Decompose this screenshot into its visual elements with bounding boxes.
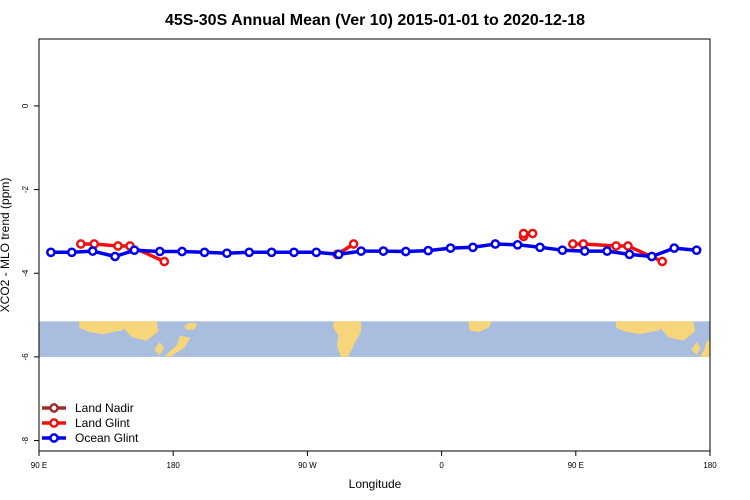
x-tick-label-0: 90 E bbox=[31, 461, 47, 470]
land-glint-point-1-1 bbox=[348, 239, 359, 249]
land-glint-point-0-0 bbox=[75, 239, 86, 249]
ocean-glint-point-0-12 bbox=[311, 247, 322, 258]
land-glint-point-3-2 bbox=[611, 241, 621, 251]
plot-frame bbox=[38, 38, 711, 452]
ocean-glint-point-0-19 bbox=[468, 242, 478, 253]
map-land-10 bbox=[699, 340, 710, 357]
ocean-glint-point-0-13 bbox=[333, 249, 344, 260]
ocean-glint-point-0-23 bbox=[557, 245, 568, 256]
legend-label-land-glint: Land Glint bbox=[75, 416, 130, 430]
ocean-glint-point-0-26 bbox=[624, 249, 635, 260]
land-glint-point-0-4 bbox=[159, 256, 170, 267]
ocean-glint-point-0-9 bbox=[244, 247, 255, 258]
map-land-0 bbox=[79, 321, 127, 335]
ocean-glint-point-0-24 bbox=[579, 246, 590, 256]
ocean-glint-point-0-21 bbox=[512, 239, 523, 250]
y-tick-label-0: 0 bbox=[21, 103, 30, 108]
x-tick-label-5: 180 bbox=[703, 461, 717, 470]
ocean-glint-point-0-5 bbox=[154, 246, 165, 257]
legend-marker-ocean-glint bbox=[49, 433, 59, 443]
ocean-glint-point-0-15 bbox=[378, 246, 389, 256]
ocean-glint-point-0-29 bbox=[691, 245, 702, 256]
x-tick-label-1: 180 bbox=[167, 461, 181, 470]
map-land-5 bbox=[332, 321, 362, 357]
ocean-glint-point-0-11 bbox=[289, 247, 299, 258]
x-axis: 90 E 180 90 W 0 90 E 180 bbox=[31, 451, 717, 470]
legend-label-ocean-glint: Ocean Glint bbox=[75, 431, 139, 445]
land-glint-point-2-2 bbox=[527, 228, 538, 239]
map-land-1 bbox=[119, 321, 159, 341]
x-tick-label-4: 90 E bbox=[568, 461, 584, 470]
y-axis-title: XCO2 - MLO trend (ppm) bbox=[0, 178, 12, 313]
y-tick-label-2: -4 bbox=[21, 269, 30, 277]
ocean-glint-point-0-3 bbox=[110, 251, 120, 262]
ocean-glint-point-0-27 bbox=[646, 251, 657, 262]
ocean-glint-point-0-25 bbox=[602, 246, 612, 256]
ocean-glint-point-0-17 bbox=[423, 245, 434, 256]
ocean-glint-point-0-28 bbox=[669, 243, 680, 253]
y-axis: 0 -2 -4 -6 -8 bbox=[21, 103, 39, 444]
land-glint-point-0-2 bbox=[113, 241, 123, 251]
y-tick-label-4: -8 bbox=[21, 436, 30, 444]
ocean-glint-point-0-4 bbox=[129, 245, 140, 256]
map-strip bbox=[39, 321, 710, 357]
map-land-2 bbox=[154, 342, 164, 356]
legend-label-land-nadir: Land Nadir bbox=[75, 401, 134, 415]
x-axis-title: Longitude bbox=[349, 477, 402, 491]
plot-marks bbox=[46, 228, 702, 267]
ocean-glint-point-0-8 bbox=[222, 248, 232, 259]
chart-title: 45S-30S Annual Mean (Ver 10) 2015-01-01 … bbox=[165, 12, 585, 29]
ocean-glint-point-0-20 bbox=[490, 239, 501, 249]
land-glint-point-2-1 bbox=[518, 228, 529, 239]
ocean-glint-point-0-2 bbox=[87, 246, 98, 256]
ocean-glint-point-0-18 bbox=[445, 243, 456, 253]
land-glint-point-3-0 bbox=[567, 239, 578, 249]
map-land-4 bbox=[165, 335, 191, 357]
land-glint-point-3-4 bbox=[657, 256, 668, 267]
map-land-6 bbox=[468, 321, 492, 332]
legend-marker-land-nadir bbox=[49, 403, 59, 413]
ocean-glint-point-0-1 bbox=[66, 247, 77, 258]
ocean-glint-point-0-0 bbox=[46, 247, 56, 258]
y-tick-label-3: -6 bbox=[21, 353, 30, 361]
ocean-glint-point-0-6 bbox=[177, 246, 187, 257]
map-land-7 bbox=[616, 321, 663, 335]
x-tick-label-3: 0 bbox=[439, 461, 444, 470]
y-tick-label-1: -2 bbox=[21, 185, 30, 193]
ocean-glint-point-0-14 bbox=[356, 246, 366, 256]
x-tick-label-2: 90 W bbox=[298, 461, 317, 470]
land-glint-point-3-3 bbox=[623, 241, 633, 251]
map-land-8 bbox=[656, 321, 696, 341]
map-land-3 bbox=[183, 322, 198, 330]
map-land-9 bbox=[691, 342, 701, 356]
ocean-glint-point-0-22 bbox=[535, 242, 545, 253]
legend-marker-land-glint bbox=[49, 418, 59, 428]
ocean-glint-point-0-10 bbox=[266, 247, 277, 258]
ocean-glint-point-0-16 bbox=[400, 246, 411, 257]
ocean-glint-point-0-7 bbox=[199, 247, 210, 258]
